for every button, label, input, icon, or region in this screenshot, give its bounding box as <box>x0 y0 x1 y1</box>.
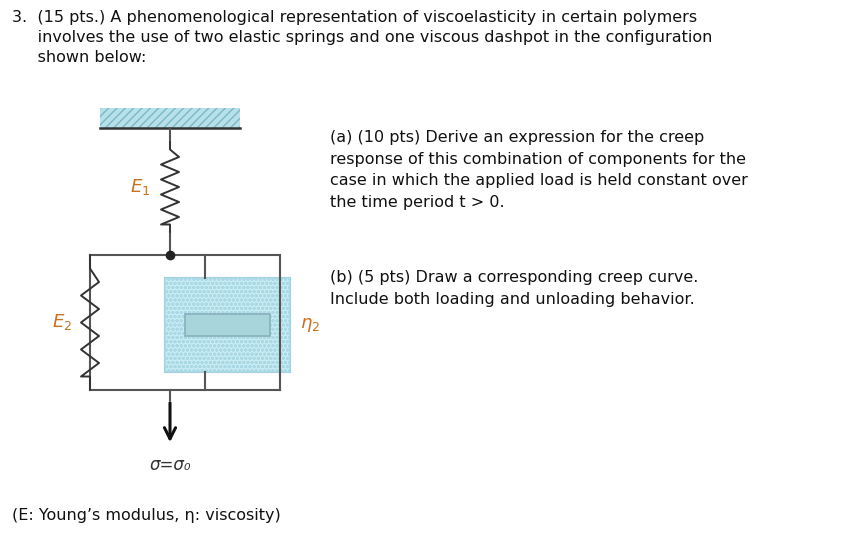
Text: $E_1$: $E_1$ <box>130 177 150 197</box>
Text: involves the use of two elastic springs and one viscous dashpot in the configura: involves the use of two elastic springs … <box>12 30 713 45</box>
Text: $\eta_2$: $\eta_2$ <box>300 316 320 334</box>
Text: (b) (5 pts) Draw a corresponding creep curve.
Include both loading and unloading: (b) (5 pts) Draw a corresponding creep c… <box>330 270 698 307</box>
Text: (E: Young’s modulus, η: viscosity): (E: Young’s modulus, η: viscosity) <box>12 508 281 523</box>
Text: shown below:: shown below: <box>12 50 146 65</box>
Bar <box>165 278 290 372</box>
Bar <box>100 108 240 128</box>
Text: σ=σ₀: σ=σ₀ <box>149 456 191 474</box>
Bar <box>165 278 290 372</box>
Text: 3.  (15 pts.) A phenomenological representation of viscoelasticity in certain po: 3. (15 pts.) A phenomenological represen… <box>12 10 697 25</box>
Text: $E_2$: $E_2$ <box>52 312 72 332</box>
Bar <box>185 314 270 336</box>
Text: (a) (10 pts) Derive an expression for the creep
response of this combination of : (a) (10 pts) Derive an expression for th… <box>330 130 748 210</box>
